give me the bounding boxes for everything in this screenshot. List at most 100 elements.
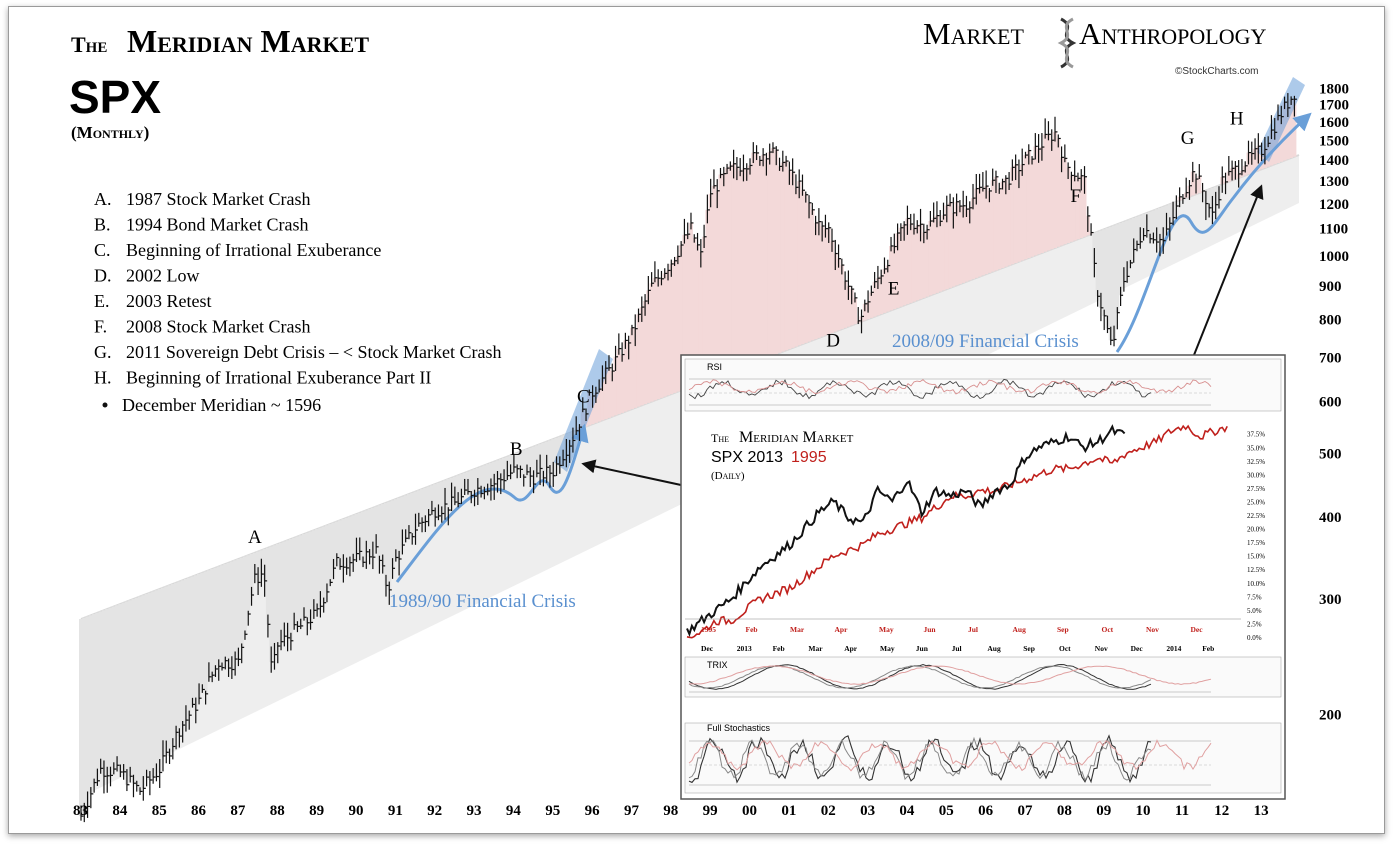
price-bar [818, 208, 822, 236]
price-bar [867, 290, 871, 313]
price-bar [1142, 228, 1147, 241]
price-bar [1261, 142, 1265, 162]
price-bar [919, 208, 924, 242]
price-bar [277, 642, 281, 664]
event-label-h: H [1230, 109, 1244, 130]
price-bar [1041, 133, 1045, 161]
price-bar [250, 586, 255, 606]
price-bar [946, 195, 950, 223]
price-bar [1119, 286, 1124, 307]
price-bar [1156, 227, 1160, 253]
x-tick-label: 83 [73, 803, 88, 819]
price-bar [578, 424, 582, 441]
price-bar [769, 143, 773, 165]
y-tick-label: 1400 [1319, 153, 1349, 169]
price-bar [775, 146, 779, 166]
price-bar [198, 683, 202, 705]
month-1995-label: Aug [1013, 625, 1027, 634]
price-bar [247, 610, 251, 626]
price-bar [487, 483, 491, 496]
price-bar [992, 168, 996, 186]
price-bar [365, 540, 369, 569]
price-bar [214, 665, 218, 677]
price-bar [1270, 115, 1274, 140]
x-tick-label: 12 [1214, 803, 1229, 819]
price-bar [437, 504, 441, 521]
pct-tick-label: 22.5% [1247, 512, 1265, 520]
price-bar [949, 193, 953, 207]
price-bar [608, 355, 612, 371]
price-bar [1169, 217, 1173, 241]
price-bar [1126, 261, 1130, 283]
month-1995-label: Jun [924, 625, 937, 634]
price-bar [1100, 292, 1104, 322]
x-tick-label: 84 [112, 803, 128, 819]
x-tick-label: 87 [230, 803, 246, 819]
price-bar [227, 658, 232, 677]
price-bar [293, 612, 297, 630]
price-bar [201, 684, 205, 693]
price-bar [473, 489, 478, 507]
price-bar [359, 537, 363, 561]
price-bar [510, 464, 514, 480]
price-bar [837, 244, 842, 268]
price-bar [1231, 160, 1235, 181]
price-bar [1165, 212, 1170, 236]
price-bar [336, 553, 340, 567]
price-bar [280, 629, 284, 651]
price-bar [1215, 191, 1219, 220]
price-bar [667, 263, 671, 281]
price-bar [1005, 175, 1009, 195]
price-bar [1136, 240, 1140, 252]
month-1995-label: Jul [968, 625, 978, 634]
price-bar [749, 158, 753, 175]
price-bar [1172, 201, 1176, 226]
price-bar [729, 161, 733, 171]
price-bar [349, 556, 353, 577]
pct-tick-label: 32.5% [1247, 458, 1265, 466]
price-bar [1064, 144, 1068, 163]
price-bar [254, 563, 258, 584]
price-bar [719, 167, 723, 179]
price-bar [303, 607, 307, 621]
price-bar [1038, 134, 1042, 163]
price-bar [1205, 190, 1209, 221]
price-bar [542, 470, 546, 487]
price-bar [408, 525, 412, 540]
price-bar [870, 285, 874, 296]
pct-tick-label: 10.0% [1247, 580, 1265, 588]
price-bar [1057, 134, 1061, 148]
price-bar [874, 271, 878, 289]
price-bar [828, 222, 832, 243]
y-tick-label: 300 [1319, 592, 1342, 608]
price-bar [631, 324, 635, 336]
x-tick-label: 01 [781, 803, 796, 819]
x-tick-label: 06 [978, 803, 994, 819]
price-bar [982, 172, 986, 192]
price-bar [877, 265, 881, 289]
price-bar [785, 155, 789, 167]
y-tick-label: 800 [1319, 312, 1342, 328]
stoch-line-a [688, 734, 1152, 784]
price-bar [752, 142, 756, 164]
price-bar [450, 482, 455, 512]
price-bar [687, 222, 691, 240]
price-bar [1179, 187, 1183, 208]
pct-tick-label: 5.0% [1247, 607, 1262, 615]
price-series [80, 93, 1297, 823]
price-bar [651, 272, 655, 287]
price-bar [287, 622, 291, 652]
price-bar [713, 169, 717, 189]
price-bar [536, 459, 540, 478]
y-tick-label: 400 [1319, 510, 1342, 526]
x-tick-label: 05 [939, 803, 954, 819]
price-bar [1274, 118, 1278, 140]
price-bar [647, 275, 651, 305]
price-bar [90, 787, 94, 809]
price-bar [378, 555, 382, 574]
price-bar [283, 622, 287, 647]
price-bar [962, 190, 966, 218]
price-bar [513, 454, 517, 473]
price-bar [1195, 173, 1199, 194]
price-bar [342, 554, 346, 583]
